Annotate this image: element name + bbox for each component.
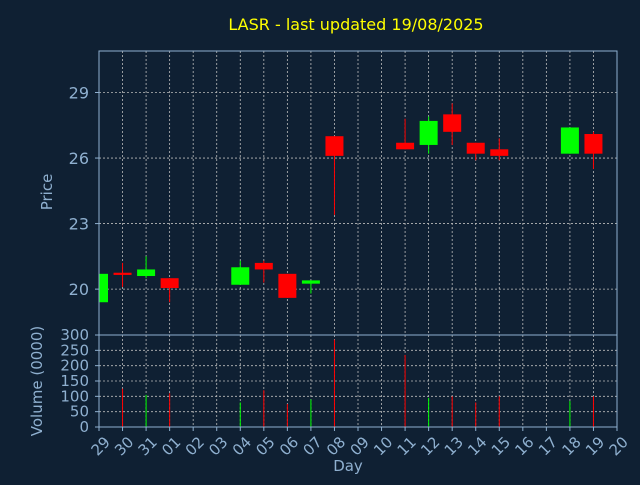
price-tick-label: 26 <box>69 149 89 168</box>
price-tick-label: 23 <box>69 215 89 234</box>
candle-body <box>254 262 273 270</box>
x-tick-label: 10 <box>370 433 396 459</box>
volume-tick-label: 50 <box>70 403 89 421</box>
candle-body <box>231 267 250 285</box>
x-tick-label: 17 <box>535 433 561 459</box>
x-tick-label: 13 <box>441 433 467 459</box>
x-tick-label: 12 <box>417 433 443 459</box>
price-tick-label: 29 <box>69 84 89 103</box>
volume-panel-frame <box>98 334 618 428</box>
x-tick-label: 11 <box>394 433 420 459</box>
candle-body <box>490 149 509 156</box>
chart-title: LASR - last updated 19/08/2025 <box>228 15 483 34</box>
candle-body <box>419 120 438 145</box>
x-tick-label: 18 <box>558 433 584 459</box>
candle-body <box>278 273 297 298</box>
x-tick-label: 31 <box>135 433 161 459</box>
volume-tick-label: 300 <box>60 326 89 344</box>
x-tick-label: 19 <box>582 433 608 459</box>
x-tick-label: 01 <box>158 433 184 459</box>
x-tick-label: 04 <box>229 433 255 459</box>
candle-body <box>113 272 132 275</box>
candle-body <box>137 269 156 277</box>
candle-body <box>301 280 320 284</box>
volume-tick-label: 200 <box>60 357 89 375</box>
x-tick-label: 29 <box>88 433 114 459</box>
volume-tick-label: 0 <box>79 418 89 436</box>
x-tick-label: 14 <box>464 433 490 459</box>
candle-body <box>443 114 462 132</box>
x-tick-label: 03 <box>205 433 231 459</box>
price-tick-label: 20 <box>69 280 89 299</box>
x-tick-label: 09 <box>347 433 373 459</box>
candle-body <box>396 142 415 150</box>
x-axis-label: Day <box>333 457 363 475</box>
x-tick-label: 30 <box>111 433 137 459</box>
x-tick-label: 02 <box>182 433 208 459</box>
y-axis-label: Price <box>38 174 56 211</box>
x-tick-label: 06 <box>276 433 302 459</box>
grid-lines <box>99 51 617 427</box>
candle-body <box>325 136 344 156</box>
volume-tick-label: 100 <box>60 387 89 405</box>
volume-axis-label: Volume (0000) <box>28 326 46 436</box>
candle-body <box>584 134 603 154</box>
x-tick-label: 08 <box>323 433 349 459</box>
x-tick-label: 15 <box>488 433 514 459</box>
volume-tick-label: 150 <box>60 372 89 390</box>
x-tick-label: 20 <box>606 433 632 459</box>
x-tick-label: 07 <box>299 433 325 459</box>
candle-body <box>466 142 485 154</box>
candles <box>98 103 603 303</box>
volume-tick-label: 250 <box>60 341 89 359</box>
candle-body <box>99 273 108 303</box>
candle-body <box>160 278 179 289</box>
volume-bars <box>122 339 594 427</box>
x-tick-label: 16 <box>511 433 537 459</box>
candle-body <box>560 127 579 154</box>
x-tick-label: 05 <box>252 433 278 459</box>
